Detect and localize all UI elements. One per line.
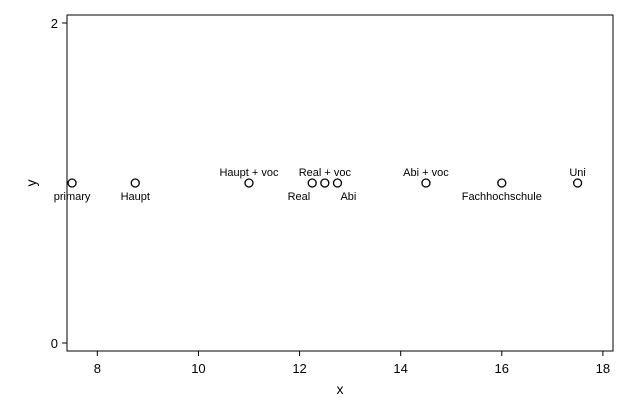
x-axis-ticks: 8 10 12 14 16 18 (94, 351, 610, 376)
x-tick-label: 10 (191, 361, 205, 376)
y-axis-title: y (23, 180, 39, 187)
scatter-point (307, 178, 317, 188)
scatter-point (332, 178, 343, 188)
point-label: Abi (340, 191, 356, 203)
scatter-point (130, 178, 140, 188)
y-tick-label: 0 (51, 336, 58, 351)
point-label: Real + voc (299, 167, 352, 179)
x-axis-title: x (337, 381, 344, 397)
x-tick-label: 18 (596, 361, 610, 376)
point-label: Fachhochschule (462, 191, 542, 203)
x-tick-label: 16 (495, 361, 509, 376)
point-labels: primary Haupt Haupt + voc Real Real + voc Abi… (54, 167, 586, 203)
scatter-point (421, 178, 431, 188)
scatter-point (244, 178, 254, 188)
x-tick-label: 14 (393, 361, 407, 376)
scatter-point (320, 178, 330, 188)
scatter-point (572, 178, 583, 188)
x-tick-label: 12 (292, 361, 306, 376)
point-label: primary (54, 191, 91, 203)
point-label: Haupt (121, 191, 150, 203)
plot-frame (66, 14, 614, 352)
scatter-point (67, 178, 77, 188)
point-label: Uni (569, 167, 586, 179)
x-tick-label: 8 (94, 361, 101, 376)
point-label: Haupt + voc (219, 167, 279, 179)
y-tick-label: 2 (51, 16, 58, 31)
point-label: Real (288, 191, 311, 203)
point-label: Abi + voc (403, 167, 449, 179)
scatter-point (497, 178, 507, 188)
data-points (67, 178, 583, 188)
y-axis-ticks: 02 (51, 16, 67, 351)
